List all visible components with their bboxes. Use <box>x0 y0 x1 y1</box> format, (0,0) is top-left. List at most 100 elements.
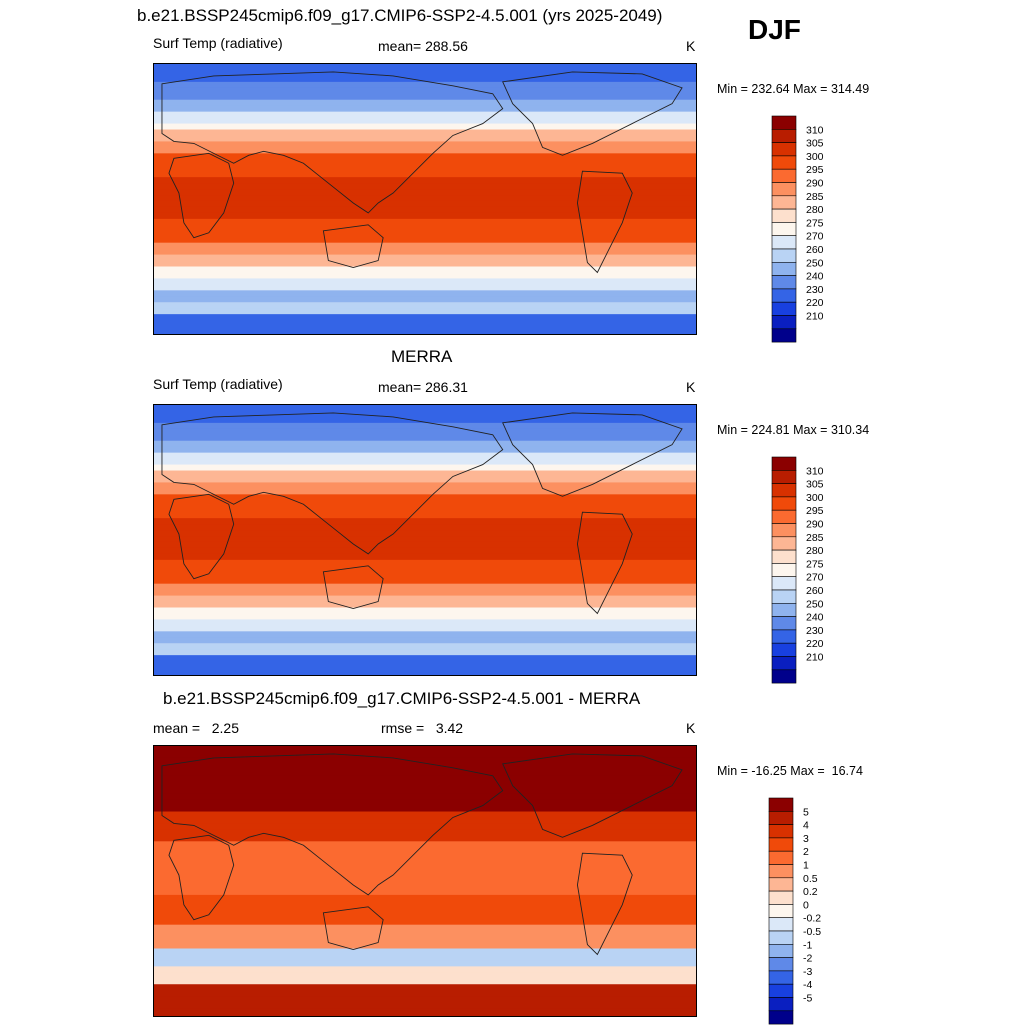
contour-band <box>154 69 696 77</box>
colorbar-tick-label: 305 <box>806 138 824 150</box>
contour-band <box>154 212 696 220</box>
colorbar-tick-label: 5 <box>803 806 809 818</box>
colorbar-tick-label: 310 <box>806 124 824 136</box>
contour-band <box>154 405 696 412</box>
contour-band <box>154 266 696 273</box>
contour-band <box>154 296 696 303</box>
colorbar-swatch <box>771 509 797 524</box>
contour-band <box>154 960 696 967</box>
contour-band <box>154 996 696 1003</box>
colorbar-swatch <box>771 523 797 538</box>
contour-band <box>154 117 696 125</box>
contour-band <box>154 948 696 955</box>
contour-band <box>154 841 696 848</box>
contour-band <box>154 942 696 949</box>
contour-band <box>154 829 696 836</box>
contour-band <box>154 1014 696 1016</box>
contour-band <box>154 936 696 944</box>
colorbar-tick-label: -3 <box>803 966 812 978</box>
contour-band <box>154 930 696 938</box>
contour-band <box>154 853 696 860</box>
contour-band <box>154 601 696 608</box>
contour-band <box>154 189 696 196</box>
colorbar-swatch <box>768 877 794 892</box>
contour-band <box>154 787 696 795</box>
contour-band <box>154 248 696 256</box>
contour-band <box>154 111 696 119</box>
colorbar-swatch <box>771 235 797 250</box>
colorbar-swatch <box>768 970 794 985</box>
colorbar-swatch <box>771 328 797 343</box>
panel-1-units-label: K <box>686 38 696 54</box>
contour-band <box>154 1008 696 1015</box>
coastline <box>168 493 235 580</box>
colorbar-tick-label: 280 <box>806 545 824 557</box>
contour-band <box>154 547 696 555</box>
contour-band <box>154 332 696 334</box>
colorbar-swatch <box>771 115 797 130</box>
colorbar-swatch <box>771 208 797 223</box>
contour-band <box>154 823 696 830</box>
panel-1-minmax: Min = 232.64 Max = 314.49 <box>717 82 870 96</box>
contour-band <box>154 171 696 178</box>
colorbar-swatch <box>771 182 797 197</box>
contour-band <box>154 278 696 285</box>
colorbar-tick-label: 260 <box>806 244 824 256</box>
colorbar-swatch <box>768 837 794 852</box>
contour-band <box>154 75 696 83</box>
colorbar-tick-label: -0.5 <box>803 926 821 938</box>
colorbar-swatch <box>768 890 794 905</box>
coastline <box>576 511 633 615</box>
contour-band <box>154 583 696 591</box>
contour-band <box>154 882 696 890</box>
contour-band <box>154 284 696 291</box>
contour-band <box>154 530 696 537</box>
contour-band <box>154 799 696 807</box>
coastline <box>502 412 683 497</box>
contour-band <box>154 428 696 436</box>
colorbar-swatch <box>768 811 794 825</box>
colorbar-tick-label: 2 <box>803 846 809 858</box>
contour-band <box>154 847 696 854</box>
coastline <box>322 565 384 609</box>
colorbar-swatch <box>771 222 797 237</box>
contour-band <box>154 589 696 597</box>
contour-band <box>154 781 696 789</box>
colorbar-tick-label: 270 <box>806 572 824 584</box>
colorbar-swatch <box>771 576 797 591</box>
colorbar-graphic: 5 432 10.50.20 -0.2-0.5-1 -2-3-4 -5 <box>768 797 821 1025</box>
contour-band <box>154 230 696 238</box>
colorbar-swatch <box>768 1010 794 1025</box>
colorbar-swatch <box>771 262 797 276</box>
colorbar-swatch <box>771 195 797 210</box>
colorbar-tick-label: 260 <box>806 585 824 597</box>
contour-band <box>154 978 696 985</box>
contour-band <box>154 746 696 753</box>
colorbar-swatch <box>768 824 794 839</box>
coastline <box>502 753 683 838</box>
colorbar-tick-label: 285 <box>806 532 824 544</box>
contour-band <box>154 195 696 202</box>
contour-band <box>154 488 696 495</box>
colorbar-swatch <box>771 563 797 578</box>
contour-band <box>154 667 696 674</box>
contour-band <box>154 482 696 489</box>
colorbar-tick-label: 220 <box>806 297 824 309</box>
contour-band <box>154 218 696 226</box>
contour-band <box>154 93 696 101</box>
colorbar-tick-label: 270 <box>806 231 824 243</box>
colorbar-tick-label: 240 <box>806 612 824 624</box>
contour-band <box>154 434 696 442</box>
colorbar-tick-label: 220 <box>806 638 824 650</box>
colorbar-swatch <box>771 301 797 316</box>
contour-band <box>154 536 696 543</box>
coastline <box>576 170 633 274</box>
contour-band <box>154 500 696 507</box>
panel-3-colorbar: 5 4 3 2 1 0.5 0.2 0 -0.2 -0.5 -1 -2 -3 -4 -5 <box>768 797 849 1028</box>
contour-band <box>154 272 696 279</box>
colorbar-tick-label: 0.5 <box>803 873 818 885</box>
colorbar-graphic: 3103053002952902852802752702602502402302… <box>771 456 824 684</box>
colorbar-swatch <box>771 669 797 684</box>
colorbar-swatch <box>771 589 797 604</box>
colorbar-swatch <box>771 248 797 263</box>
